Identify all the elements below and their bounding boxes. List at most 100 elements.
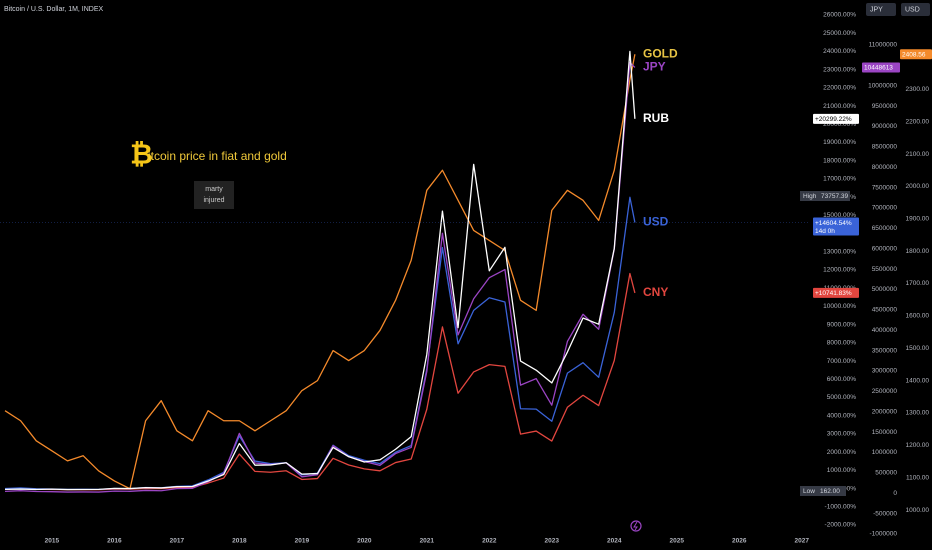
y-tick-label: 2100.00 — [906, 151, 930, 158]
y-tick-label: 1500000 — [872, 429, 898, 436]
high-marker-label: High — [803, 193, 817, 200]
y-tick-label: 6000000 — [872, 245, 898, 252]
y-tick-label: 8000000 — [872, 164, 898, 171]
last-price-box — [900, 49, 932, 60]
y-tick-label: 12000.00% — [823, 267, 856, 274]
x-tick-label: 2016 — [107, 538, 122, 545]
y-tick-label: 1900.00 — [906, 216, 930, 223]
x-tick-label: 2020 — [357, 538, 372, 545]
y-tick-label: 1600.00 — [906, 313, 930, 320]
y-tick-label: 2300.00 — [906, 86, 930, 93]
currency-button-label[interactable]: JPY — [870, 6, 883, 13]
y-tick-label: 4000.00% — [827, 412, 856, 419]
y-tick-label: 5000.00% — [827, 394, 856, 401]
y-tick-label: 20000.00% — [823, 121, 856, 128]
chart-title: Bitcoin / U.S. Dollar, 1M, INDEX — [4, 6, 104, 13]
y-tick-label: 10000000 — [868, 82, 897, 89]
y-tick-label: 10000.00% — [823, 303, 856, 310]
y-tick-label: 1400.00 — [906, 377, 930, 384]
plot: 2015 2016 2017 2018 2019 2020 2021 2022 2023 2024… — [4, 12, 930, 545]
y-tick-label: 4000000 — [872, 327, 898, 334]
y-tick-label: 26000.00% — [823, 12, 856, 19]
y-tick-label: 3000000 — [872, 368, 898, 375]
y-tick-label: 9000000 — [872, 123, 898, 130]
y-tick-label: 15000.00% — [823, 212, 856, 219]
annotation-symbol: ₿ — [130, 138, 153, 169]
x-tick-label: 2026 — [732, 538, 747, 545]
series-name-label: GOLD — [643, 46, 678, 60]
y-tick-label: 5500000 — [872, 266, 898, 273]
last-price-label: +20299.22% — [815, 116, 852, 123]
countdown-label: 14d 0h — [815, 228, 835, 235]
event-icon[interactable] — [630, 520, 642, 532]
last-price-label: 2408.56 — [902, 51, 926, 58]
y-tick-label: 8500000 — [872, 144, 898, 151]
y-tick-label: 22000.00% — [823, 85, 856, 92]
y-tick-label: 24000.00% — [823, 48, 856, 55]
currency-button[interactable] — [901, 3, 930, 16]
low-marker-box — [800, 486, 846, 496]
x-tick-label: 2027 — [795, 538, 810, 545]
y-tick-label: 2000.00% — [827, 449, 856, 456]
x-tick-label: 2015 — [45, 538, 60, 545]
annotation: itcoin price in fiat and gold — [148, 149, 287, 163]
last-price-box — [813, 113, 859, 124]
y-tick-label: 2000000 — [872, 408, 898, 415]
y-tick-label: 23000.00% — [823, 66, 856, 73]
low-marker-label: Low — [803, 488, 815, 495]
currency-button[interactable] — [866, 3, 896, 16]
y-tick-label: 1000.00% — [827, 467, 856, 474]
y-tick-label: 25000.00% — [823, 30, 856, 37]
y-tick-label: 1100.00 — [906, 474, 929, 481]
x-tick-label: 2024 — [607, 538, 622, 545]
logo-text: marty — [205, 186, 223, 193]
y-tick-label: 13000.00% — [823, 249, 856, 256]
series-name-label: JPY — [643, 60, 666, 74]
y-tick-label: 2000.00 — [906, 183, 930, 190]
last-price-box — [813, 287, 859, 298]
series-name-label: CNY — [643, 285, 668, 299]
y-tick-label: 0 — [893, 490, 897, 497]
y-tick-label: 1200.00 — [906, 442, 930, 449]
y-tick-label: 6000.00% — [827, 376, 856, 383]
y-tick-label: 1500.00 — [906, 345, 930, 352]
low-marker-value: 162.00 — [820, 488, 840, 495]
y-tick-label: 19000.00% — [823, 139, 856, 146]
y-tick-label: 3000.00% — [827, 431, 856, 438]
x-tick-label: 2022 — [482, 538, 497, 545]
series-line — [4, 50, 636, 491]
y-tick-label: 8000.00% — [827, 340, 856, 347]
y-tick-label: 0.00% — [838, 485, 857, 492]
last-price-label: +14604.54% — [815, 220, 852, 227]
high-marker-box — [800, 191, 850, 201]
last-price-box — [862, 62, 900, 73]
last-price-box — [813, 217, 859, 236]
y-tick-label: -2000.00% — [825, 522, 857, 529]
y-tick-label: 7000000 — [872, 205, 898, 212]
y-tick-label: 17000.00% — [823, 176, 856, 183]
y-tick-label: 1000000 — [872, 449, 898, 456]
y-tick-label: 2500000 — [872, 388, 898, 395]
x-tick-label: 2019 — [295, 538, 310, 545]
y-tick-label: 1700.00 — [906, 280, 930, 287]
series-line — [4, 54, 636, 490]
y-tick-label: 7000.00% — [827, 358, 856, 365]
last-price-label: 10448613 — [864, 65, 893, 72]
event-icon[interactable] — [633, 521, 638, 531]
y-tick-label: 11000000 — [869, 42, 898, 49]
y-tick-label: 2200.00 — [906, 118, 930, 125]
y-tick-label: 5000000 — [872, 286, 898, 293]
high-marker-value: 73757.39 — [821, 193, 848, 200]
y-tick-label: 9000.00% — [827, 321, 856, 328]
y-tick-label: 500000 — [875, 470, 897, 477]
y-tick-label: -1000000 — [870, 531, 898, 538]
currency-button-label[interactable]: USD — [905, 6, 920, 13]
y-tick-label: 6500000 — [872, 225, 898, 232]
y-tick-label: 3500000 — [872, 347, 898, 354]
x-tick-label: 2017 — [170, 538, 185, 545]
x-tick-label: 2021 — [420, 538, 435, 545]
series-name-label: RUB — [643, 111, 669, 125]
